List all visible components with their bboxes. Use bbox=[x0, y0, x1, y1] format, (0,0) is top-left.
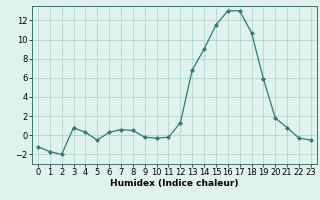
X-axis label: Humidex (Indice chaleur): Humidex (Indice chaleur) bbox=[110, 179, 239, 188]
